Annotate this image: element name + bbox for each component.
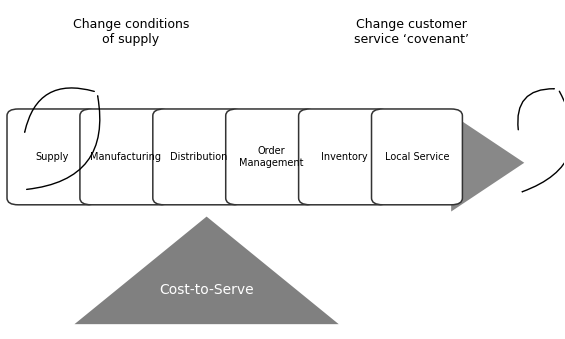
FancyArrowPatch shape — [522, 91, 565, 192]
FancyBboxPatch shape — [80, 109, 171, 205]
FancyBboxPatch shape — [299, 109, 389, 205]
Polygon shape — [18, 114, 524, 212]
FancyBboxPatch shape — [153, 109, 244, 205]
Text: Cost-to-Serve: Cost-to-Serve — [159, 283, 254, 297]
Text: Order
Management: Order Management — [239, 146, 303, 168]
FancyArrowPatch shape — [518, 89, 554, 130]
Text: Supply: Supply — [36, 152, 69, 162]
FancyArrowPatch shape — [25, 88, 94, 132]
FancyBboxPatch shape — [225, 109, 316, 205]
Text: Distribution: Distribution — [170, 152, 227, 162]
FancyBboxPatch shape — [7, 109, 98, 205]
Polygon shape — [75, 217, 339, 324]
Text: Change customer
service ‘covenant’: Change customer service ‘covenant’ — [354, 18, 470, 46]
Text: Local Service: Local Service — [385, 152, 449, 162]
FancyArrowPatch shape — [27, 96, 100, 190]
Text: Manufacturing: Manufacturing — [90, 152, 161, 162]
FancyBboxPatch shape — [372, 109, 462, 205]
Text: Inventory: Inventory — [321, 152, 367, 162]
Text: Change conditions
of supply: Change conditions of supply — [72, 18, 189, 46]
